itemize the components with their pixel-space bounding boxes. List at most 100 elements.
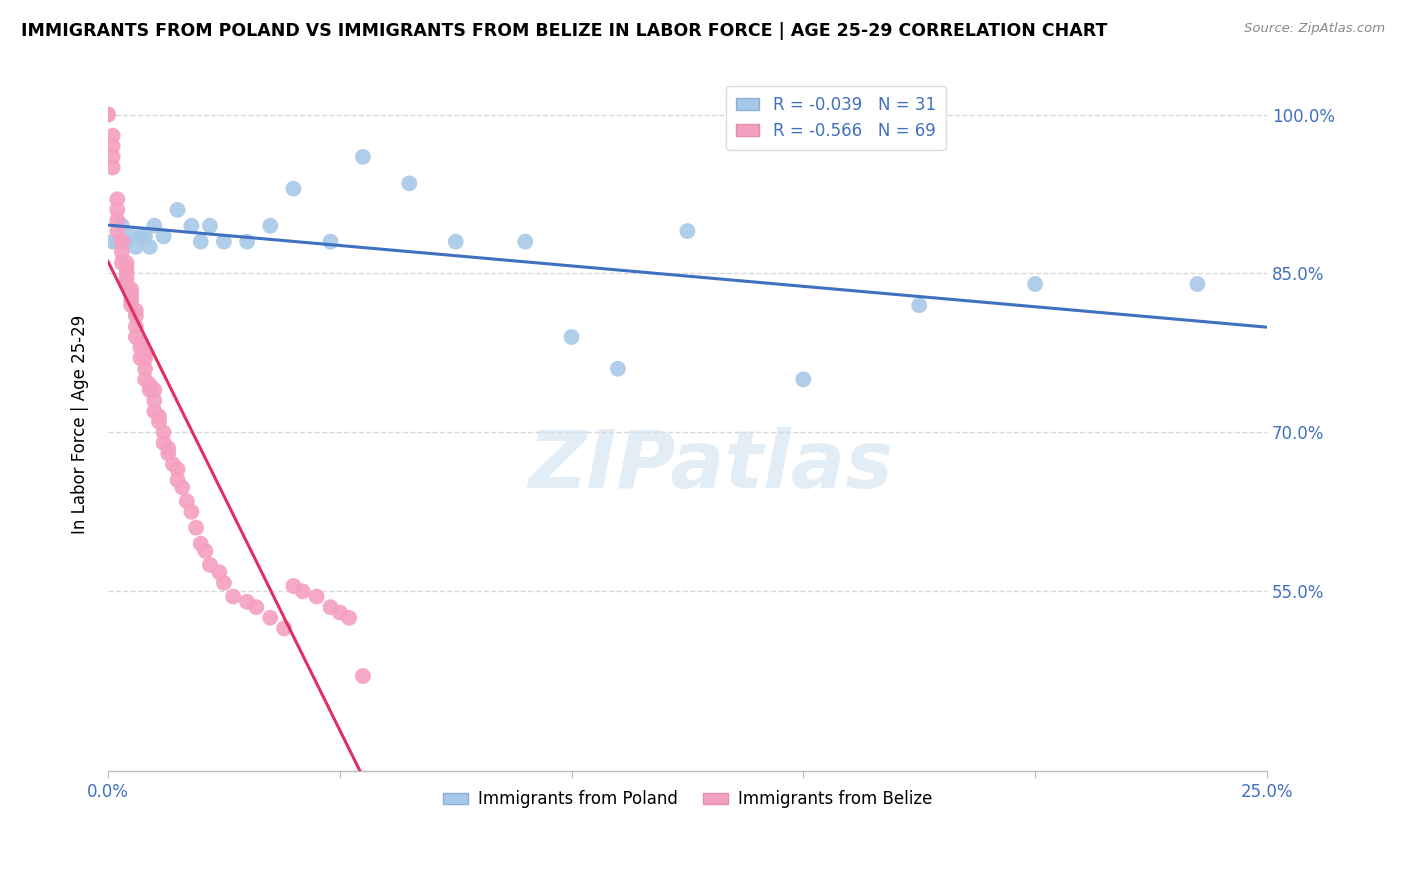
Point xyxy=(134,229,156,244)
Point xyxy=(125,303,148,318)
Point xyxy=(337,611,360,625)
Point xyxy=(166,202,188,217)
Point xyxy=(105,213,128,227)
Point xyxy=(222,590,245,604)
Point xyxy=(129,335,152,350)
Point xyxy=(245,600,267,615)
Point xyxy=(111,235,134,249)
Point xyxy=(101,161,124,175)
Point xyxy=(291,584,314,599)
Point xyxy=(259,219,281,233)
Point xyxy=(212,235,235,249)
Point xyxy=(134,351,156,366)
Text: IMMIGRANTS FROM POLAND VS IMMIGRANTS FROM BELIZE IN LABOR FORCE | AGE 25-29 CORR: IMMIGRANTS FROM POLAND VS IMMIGRANTS FRO… xyxy=(21,22,1108,40)
Point xyxy=(129,351,152,366)
Point xyxy=(212,575,235,590)
Point xyxy=(120,282,142,296)
Point xyxy=(138,377,160,392)
Point xyxy=(176,494,198,508)
Point xyxy=(111,219,134,233)
Point xyxy=(148,415,170,429)
Point xyxy=(676,224,699,238)
Point xyxy=(190,235,212,249)
Point xyxy=(120,293,142,307)
Point xyxy=(152,425,174,440)
Point xyxy=(125,240,148,254)
Point xyxy=(1024,277,1046,291)
Point xyxy=(352,150,374,164)
Point xyxy=(184,521,207,535)
Point xyxy=(143,393,166,408)
Point xyxy=(152,436,174,450)
Point xyxy=(105,192,128,206)
Point xyxy=(198,219,221,233)
Point xyxy=(111,256,134,270)
Point xyxy=(792,372,814,386)
Point xyxy=(105,202,128,217)
Point xyxy=(319,600,342,615)
Point xyxy=(180,219,202,233)
Point xyxy=(305,590,328,604)
Point xyxy=(115,277,138,291)
Point xyxy=(143,219,166,233)
Point xyxy=(105,235,128,249)
Point xyxy=(180,505,202,519)
Point xyxy=(101,128,124,143)
Point xyxy=(97,107,120,121)
Point xyxy=(125,330,148,344)
Point xyxy=(101,235,124,249)
Point xyxy=(101,139,124,153)
Point xyxy=(115,261,138,276)
Point xyxy=(198,558,221,572)
Y-axis label: In Labor Force | Age 25-29: In Labor Force | Age 25-29 xyxy=(72,315,89,534)
Point xyxy=(138,383,160,397)
Point xyxy=(273,621,295,635)
Point xyxy=(115,267,138,281)
Point xyxy=(115,235,138,249)
Point xyxy=(152,229,174,244)
Point xyxy=(283,182,305,196)
Point xyxy=(259,611,281,625)
Point xyxy=(319,235,342,249)
Point xyxy=(120,298,142,312)
Point xyxy=(143,404,166,418)
Point xyxy=(157,442,180,456)
Point xyxy=(129,341,152,355)
Point xyxy=(134,361,156,376)
Point xyxy=(172,480,194,494)
Point xyxy=(444,235,467,249)
Point xyxy=(157,446,180,460)
Point xyxy=(134,372,156,386)
Point xyxy=(236,595,259,609)
Point xyxy=(120,287,142,301)
Point xyxy=(125,319,148,334)
Point xyxy=(111,235,134,249)
Point xyxy=(561,330,583,344)
Point xyxy=(129,229,152,244)
Point xyxy=(134,346,156,360)
Point xyxy=(166,462,188,476)
Point xyxy=(908,298,931,312)
Point xyxy=(148,409,170,424)
Point xyxy=(606,361,628,376)
Text: ZIPatlas: ZIPatlas xyxy=(529,427,893,505)
Point xyxy=(105,224,128,238)
Point xyxy=(398,177,420,191)
Point xyxy=(115,271,138,285)
Point xyxy=(115,256,138,270)
Point xyxy=(236,235,259,249)
Point xyxy=(166,473,188,487)
Point xyxy=(352,669,374,683)
Point xyxy=(283,579,305,593)
Point xyxy=(101,150,124,164)
Point xyxy=(515,235,537,249)
Point xyxy=(190,536,212,550)
Point xyxy=(125,309,148,323)
Point xyxy=(208,565,231,579)
Point xyxy=(194,544,217,558)
Text: Source: ZipAtlas.com: Source: ZipAtlas.com xyxy=(1244,22,1385,36)
Point xyxy=(111,245,134,260)
Point xyxy=(329,606,352,620)
Point xyxy=(97,107,120,121)
Legend: Immigrants from Poland, Immigrants from Belize: Immigrants from Poland, Immigrants from … xyxy=(436,784,939,815)
